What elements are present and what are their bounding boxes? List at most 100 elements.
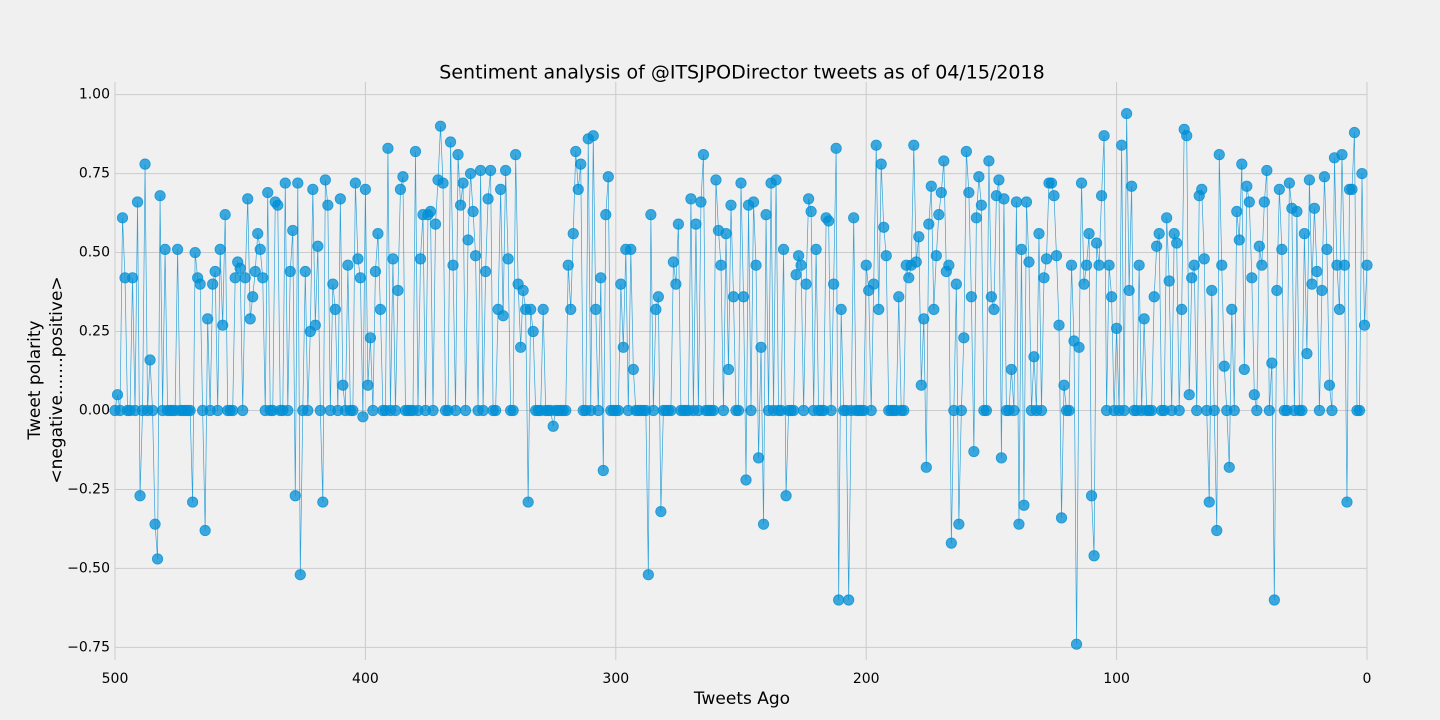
data-point: [575, 158, 587, 170]
data-point: [970, 212, 982, 224]
y-tick-label: −0.25: [67, 481, 110, 497]
data-point: [279, 177, 291, 189]
data-point: [312, 240, 324, 252]
y-axis-label: <negative.......positive>: [47, 276, 67, 483]
data-point: [1196, 183, 1208, 195]
data-point: [792, 250, 805, 262]
data-point: [655, 505, 667, 518]
data-point: [965, 291, 977, 303]
data-point: [803, 193, 815, 205]
data-point: [828, 278, 840, 290]
data-point: [1323, 379, 1336, 391]
data-point: [262, 186, 274, 199]
data-point: [347, 404, 359, 417]
data-point: [394, 183, 407, 195]
data-point: [1361, 259, 1373, 271]
data-point: [873, 303, 885, 316]
data-point: [1073, 341, 1085, 353]
x-tick-label: 500: [102, 671, 129, 687]
data-point: [592, 404, 604, 417]
data-point: [427, 404, 439, 417]
data-point: [600, 209, 612, 221]
x-tick-label: 100: [1103, 671, 1130, 687]
data-point: [918, 313, 930, 325]
data-point: [397, 171, 409, 183]
data-point: [237, 404, 249, 417]
data-point: [672, 218, 685, 230]
data-point: [612, 404, 624, 417]
y-tick-label: 0.50: [79, 245, 110, 261]
y-tick-label: 0.75: [79, 166, 110, 182]
data-point: [1356, 167, 1368, 180]
data-point: [722, 363, 735, 376]
data-point: [843, 594, 855, 606]
data-point: [194, 278, 206, 290]
data-point: [800, 278, 812, 290]
data-point: [1266, 357, 1278, 369]
data-point: [282, 404, 294, 417]
data-point: [1226, 303, 1238, 316]
data-point: [928, 303, 940, 316]
data-point: [627, 363, 639, 376]
data-point: [880, 250, 892, 262]
data-point: [935, 186, 947, 199]
data-point: [988, 303, 1000, 316]
data-point: [139, 158, 151, 170]
data-point: [1298, 228, 1311, 240]
data-point: [933, 209, 945, 221]
data-point: [717, 404, 730, 417]
data-point: [710, 174, 722, 186]
data-point: [527, 325, 539, 338]
data-point: [597, 464, 609, 477]
data-point: [327, 278, 339, 290]
data-point: [1268, 594, 1280, 606]
data-point: [760, 209, 772, 221]
data-point: [537, 303, 549, 316]
data-point: [878, 221, 890, 233]
data-point: [572, 183, 584, 195]
data-point: [960, 145, 972, 158]
data-line: [114, 113, 1368, 645]
data-point: [1211, 524, 1223, 537]
data-point: [159, 243, 171, 255]
data-point: [1183, 389, 1195, 401]
data-point: [254, 243, 266, 255]
data-point: [467, 205, 479, 218]
data-point: [1203, 496, 1215, 508]
data-point: [757, 518, 770, 530]
data-point: [810, 243, 822, 255]
data-point: [364, 332, 377, 344]
data-point: [462, 234, 474, 246]
data-point: [998, 193, 1010, 205]
x-tick-label: 400: [352, 671, 379, 687]
data-point: [1218, 360, 1230, 372]
data-point: [650, 303, 662, 316]
data-point: [1303, 174, 1316, 186]
data-point: [958, 332, 970, 344]
data-point: [1085, 490, 1098, 502]
data-point: [938, 155, 950, 167]
data-point: [830, 142, 842, 154]
data-point: [1273, 183, 1285, 195]
data-point: [697, 149, 710, 161]
data-point: [747, 196, 760, 208]
data-point: [1233, 234, 1245, 246]
data-point: [1008, 404, 1020, 417]
data-point: [910, 256, 922, 268]
data-point: [444, 136, 457, 148]
data-point: [735, 177, 747, 189]
data-point: [1263, 404, 1275, 417]
data-point: [1161, 212, 1173, 224]
data-point: [780, 490, 792, 502]
data-point: [963, 186, 975, 199]
data-point: [342, 259, 354, 271]
data-point: [477, 404, 489, 417]
data-point: [1248, 389, 1260, 401]
data-point: [515, 341, 527, 353]
data-point: [732, 404, 745, 417]
data-point: [777, 243, 790, 255]
data-point: [1216, 259, 1228, 271]
y-tick-label: 1.00: [79, 87, 110, 103]
y-tick-label: −0.50: [67, 560, 110, 576]
